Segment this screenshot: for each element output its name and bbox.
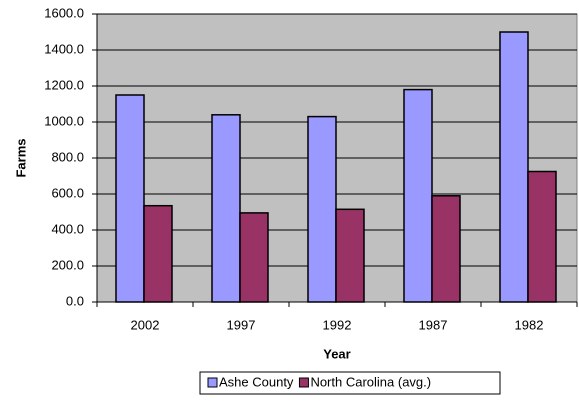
y-tick-label: 800.0 — [51, 149, 84, 164]
y-tick-label: 1400.0 — [44, 41, 84, 56]
bar — [211, 114, 241, 303]
x-tick-label: 1992 — [323, 317, 352, 332]
y-tick-label: 1600.0 — [44, 5, 84, 20]
bar — [143, 204, 173, 303]
y-tick-label: 0.0 — [66, 293, 84, 308]
x-tick-label: 1987 — [419, 317, 448, 332]
y-tick-label: 1000.0 — [44, 113, 84, 128]
legend-swatch — [207, 377, 218, 388]
y-tick-label: 400.0 — [51, 221, 84, 236]
y-tick-label: 1200.0 — [44, 77, 84, 92]
x-tick-label: 1982 — [515, 317, 544, 332]
bar — [499, 31, 529, 303]
x-axis-label: Year — [323, 346, 350, 361]
bar — [239, 212, 269, 303]
legend-swatch — [298, 377, 309, 388]
legend-label: North Carolina (avg.) — [310, 374, 431, 389]
legend-box — [199, 371, 501, 395]
bar — [527, 170, 557, 303]
bar — [403, 88, 433, 303]
bar — [431, 195, 461, 303]
legend-label: Ashe County — [219, 374, 294, 389]
y-tick-label: 200.0 — [51, 257, 84, 272]
x-tick-label: 2002 — [131, 317, 160, 332]
bar — [335, 208, 365, 303]
bar — [115, 94, 145, 303]
y-tick-label: 600.0 — [51, 185, 84, 200]
y-axis-label: Farms — [13, 138, 28, 177]
x-tick-label: 1997 — [227, 317, 256, 332]
bar — [307, 115, 337, 303]
